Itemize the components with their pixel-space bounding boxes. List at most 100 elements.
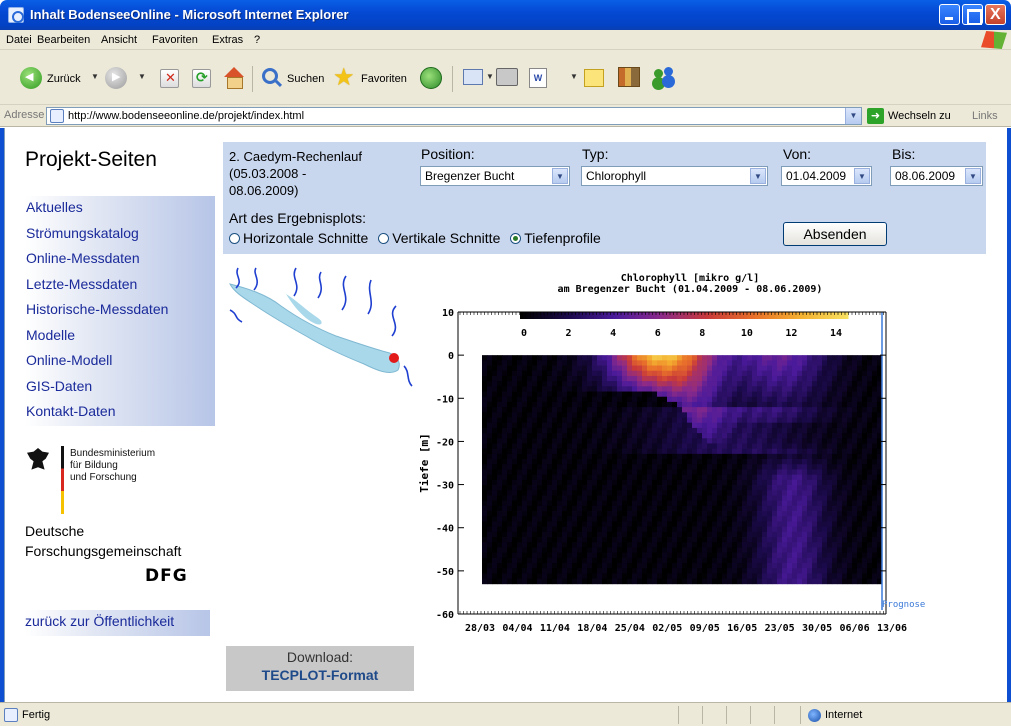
radio-depth-profile-label[interactable]: Tiefenprofile [524, 230, 601, 246]
mail-icon[interactable] [463, 69, 483, 85]
heatmap-cell [667, 531, 673, 538]
download-format-link[interactable]: TECPLOT-Format [261, 667, 379, 683]
search-icon[interactable] [262, 68, 278, 84]
menu-extras[interactable]: Extras [212, 34, 244, 46]
heatmap-cell [547, 427, 553, 434]
heatmap-cell [567, 401, 573, 408]
heatmap-cell [577, 381, 583, 387]
heatmap-cell [762, 412, 768, 418]
address-url[interactable]: http://www.bodenseeonline.de/projekt/ind… [68, 110, 305, 122]
heatmap-cell [532, 381, 538, 387]
to-date-select[interactable]: 08.06.2009 ▼ [890, 166, 983, 186]
search-button-label[interactable]: Suchen [287, 73, 325, 85]
heatmap-cell [607, 381, 613, 387]
heatmap-cell [657, 401, 663, 408]
links-button[interactable]: Links [972, 110, 998, 122]
position-select[interactable]: Bregenzer Bucht ▼ [420, 166, 570, 186]
radio-horizontal-label[interactable]: Horizontale Schnitte [243, 230, 369, 246]
heatmap-cell [787, 469, 793, 476]
sidebar-item-modelle[interactable]: Modelle [25, 323, 215, 349]
favorites-button-label[interactable]: Favoriten [361, 73, 407, 85]
forward-arrow-icon[interactable] [105, 67, 127, 89]
go-button[interactable]: Wechseln zu [888, 110, 951, 122]
forward-dropdown-icon[interactable]: ▼ [138, 72, 146, 81]
sidebar-item-kontakt-daten[interactable]: Kontakt-Daten [25, 400, 215, 426]
heatmap-cell [502, 495, 508, 502]
back-dropdown-icon[interactable]: ▼ [91, 72, 99, 81]
from-date-select[interactable]: 01.04.2009 ▼ [781, 166, 872, 186]
back-to-public-link[interactable]: zurück zur Öffentlichkeit [25, 610, 210, 636]
heatmap-cell [682, 401, 688, 408]
menu-help[interactable]: ? [254, 34, 261, 46]
sidebar-item-gis-daten[interactable]: GIS-Daten [25, 374, 215, 400]
download-box[interactable]: Download: TECPLOT-Format [226, 646, 414, 691]
go-arrow-icon[interactable]: ➜ [867, 108, 884, 124]
sidebar-item-online-messdaten[interactable]: Online-Messdaten [25, 247, 215, 273]
heatmap-cell [632, 505, 638, 512]
sidebar-item-aktuelles[interactable]: Aktuelles [25, 196, 215, 222]
heatmap-cell [797, 438, 803, 444]
favorites-star-icon[interactable]: ★ [333, 64, 355, 91]
discuss-icon[interactable] [584, 69, 604, 87]
heatmap-cell [707, 547, 713, 554]
back-arrow-icon[interactable] [20, 67, 42, 89]
heatmap-cell [587, 391, 593, 398]
heatmap-cell [522, 448, 528, 455]
sidebar-item-online-modell[interactable]: Online-Modell [25, 349, 215, 375]
radio-horizontal[interactable] [229, 233, 240, 244]
heatmap-cell [642, 526, 648, 533]
back-button-label[interactable]: Zurück [47, 73, 81, 85]
heatmap-cell [807, 355, 813, 361]
minimize-button[interactable] [939, 4, 960, 25]
heatmap-cell [732, 375, 738, 382]
radio-vertical-label[interactable]: Vertikale Schnitte [392, 230, 501, 246]
heatmap-cell [752, 381, 758, 387]
refresh-icon[interactable] [192, 69, 211, 88]
address-dropdown-icon[interactable]: ▼ [845, 108, 861, 124]
heatmap-cell [827, 552, 833, 559]
sidebar-item-historische-messdaten[interactable]: Historische-Messdaten [25, 298, 215, 324]
maximize-button[interactable] [962, 4, 983, 25]
radio-depth-profile[interactable] [510, 233, 522, 244]
history-icon[interactable] [420, 67, 442, 89]
heatmap-cell [767, 443, 773, 450]
menu-favoriten[interactable]: Favoriten [152, 34, 198, 46]
heatmap-cell [672, 495, 678, 502]
heatmap-cell [847, 521, 853, 528]
address-input[interactable]: http://www.bodenseeonline.de/projekt/ind… [46, 107, 862, 125]
heatmap-cell [577, 511, 583, 517]
stop-icon[interactable] [160, 69, 179, 88]
heatmap-cell [752, 479, 758, 486]
sidebar-item-stroemungskatalog[interactable]: Strömungskatalog [25, 221, 215, 247]
research-icon[interactable] [618, 67, 640, 87]
heatmap-cell [837, 547, 843, 554]
print-icon[interactable] [496, 68, 518, 86]
radio-vertical[interactable] [378, 233, 390, 244]
menu-bearbeiten[interactable]: Bearbeiten [37, 34, 91, 46]
menu-ansicht[interactable]: Ansicht [101, 34, 138, 46]
menu-datei[interactable]: Datei [6, 34, 32, 46]
edit-word-icon[interactable]: W [529, 68, 547, 88]
heatmap-cell [877, 552, 883, 559]
heatmap-cell [732, 485, 738, 491]
submit-button[interactable]: Absenden [783, 222, 887, 246]
heatmap-cell [557, 427, 563, 434]
heatmap-cell [792, 511, 798, 517]
messenger-icon[interactable] [652, 66, 676, 88]
heatmap-cell [777, 422, 783, 429]
heatmap-cell [567, 453, 573, 460]
heatmap-cell [512, 495, 518, 502]
mail-dropdown-icon[interactable]: ▼ [486, 72, 494, 81]
type-select[interactable]: Chlorophyll ▼ [581, 166, 768, 186]
colorbar-swatch [714, 312, 718, 319]
heatmap-cell [797, 542, 803, 548]
heatmap-cell [762, 495, 768, 502]
home-icon[interactable] [222, 67, 246, 89]
heatmap-cell [497, 407, 503, 413]
heatmap-cell [807, 573, 813, 580]
sidebar-item-letzte-messdaten[interactable]: Letzte-Messdaten [25, 272, 215, 298]
heatmap-cell [547, 511, 553, 517]
edit-dropdown-icon[interactable]: ▼ [570, 72, 578, 81]
heatmap-cell [827, 531, 833, 538]
close-button[interactable]: X [985, 4, 1006, 25]
